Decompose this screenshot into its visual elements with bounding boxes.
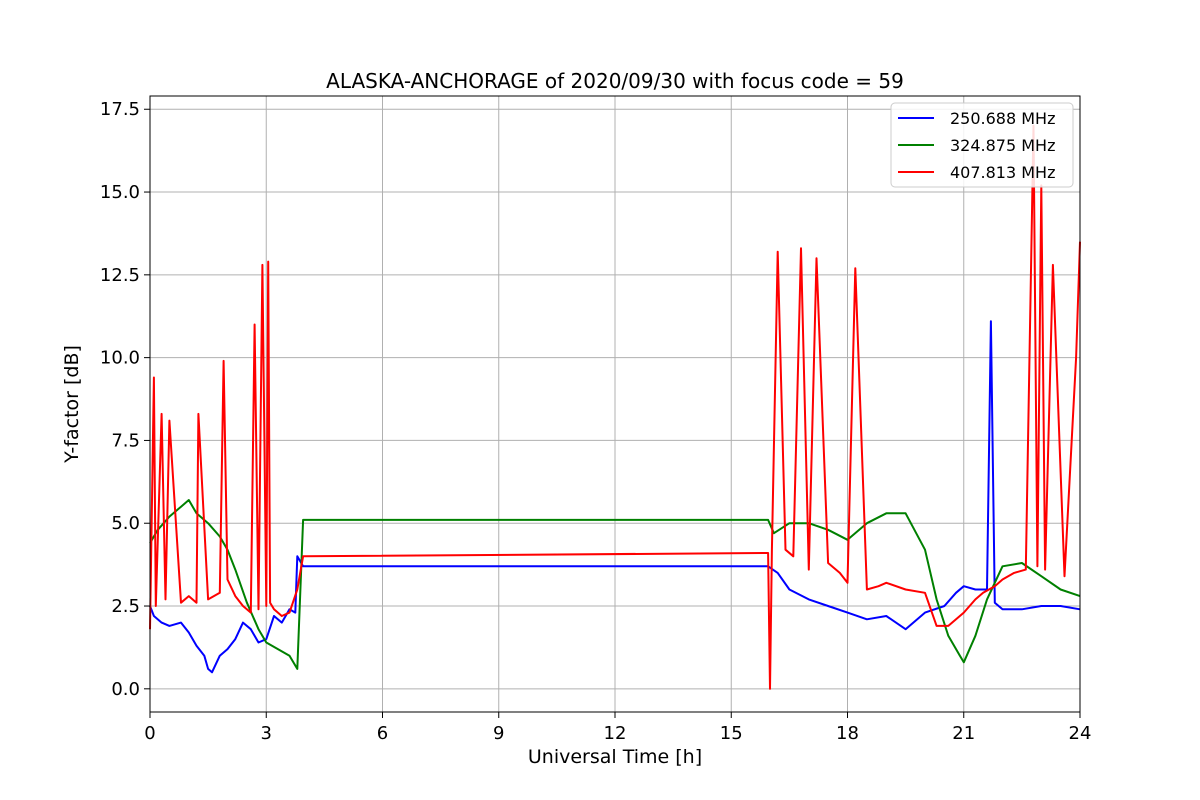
legend: 250.688 MHz 324.875 MHz 407.813 MHz [891,103,1073,187]
x-axis-label: Universal Time [h] [528,746,702,768]
grid [150,96,1080,712]
y-tick-label: 7.5 [111,430,140,451]
x-tick-label: 18 [836,723,859,744]
x-tick-label: 21 [952,723,975,744]
y-tick-label: 17.5 [100,99,140,120]
y-tick-label: 12.5 [100,265,140,286]
legend-label-1: 250.688 MHz [950,109,1055,128]
x-tick-label: 0 [144,723,155,744]
y-tick-label: 15.0 [100,182,140,203]
legend-label-3: 407.813 MHz [950,163,1055,182]
y-tick-label: 10.0 [100,348,140,369]
x-tick-label: 15 [720,723,743,744]
y-axis-ticks: 0.0 2.5 5.0 7.5 10.0 12.5 15.0 17.5 [100,99,150,700]
y-axis-label: Y-factor [dB] [61,345,83,464]
x-tick-label: 3 [261,723,272,744]
y-tick-label: 2.5 [111,596,140,617]
legend-label-2: 324.875 MHz [950,136,1055,155]
x-tick-label: 12 [604,723,627,744]
x-axis-ticks: 0 3 6 9 12 15 18 21 24 [144,712,1091,744]
y-tick-label: 5.0 [111,513,140,534]
x-tick-label: 24 [1069,723,1092,744]
x-tick-label: 6 [377,723,388,744]
chart-title: ALASKA-ANCHORAGE of 2020/09/30 with focu… [326,69,904,93]
y-tick-label: 0.0 [111,679,140,700]
x-tick-label: 9 [493,723,504,744]
